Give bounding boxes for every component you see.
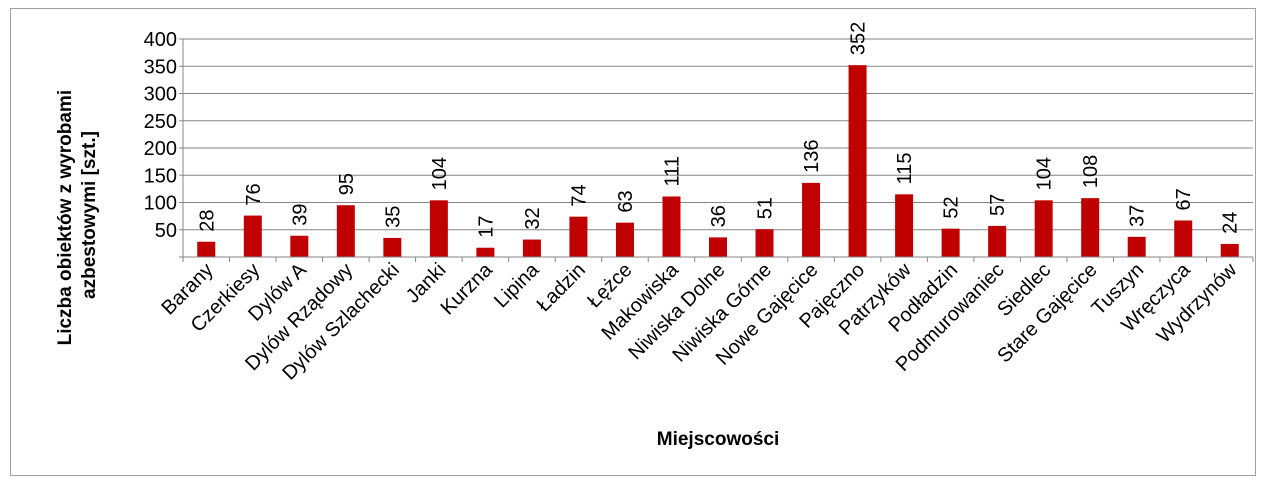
data-label-18: 104 (1034, 157, 1056, 190)
data-label-4: 35 (382, 206, 404, 228)
bar-7 (522, 239, 541, 257)
bar-12 (755, 229, 774, 257)
bar-8 (569, 216, 588, 257)
data-label-12: 51 (755, 197, 777, 219)
bar-2 (290, 235, 309, 257)
data-label-13: 136 (801, 140, 823, 173)
bar-6 (476, 247, 495, 257)
category-label-8: Ładzin (533, 259, 590, 316)
bar-1 (243, 215, 262, 257)
chart-frame: 50 100 150 200 250 300 350 400 28 76 39 95 35 104 17 3… (10, 8, 1256, 476)
y-tick-label-250: 250 (144, 111, 177, 133)
y-tick-label-100: 100 (144, 193, 177, 215)
bar-20 (1127, 236, 1146, 257)
category-label-6: Kurzna (437, 258, 498, 319)
data-label-10: 111 (661, 156, 683, 186)
y-tick-label-350: 350 (144, 56, 177, 78)
y-tick-label-300: 300 (144, 84, 177, 106)
y-tick-label-200: 200 (144, 138, 177, 160)
bar-17 (988, 225, 1007, 257)
data-label-6: 17 (475, 215, 497, 237)
bar-10 (662, 196, 681, 257)
bar-3 (336, 205, 355, 257)
data-label-19: 108 (1080, 155, 1102, 188)
data-label-20: 37 (1127, 205, 1149, 227)
y-tick-label-150: 150 (144, 165, 177, 187)
data-label-1: 76 (243, 183, 265, 205)
data-labels: 28 76 39 95 35 104 17 32 74 63 111 36 51 136 352 115 52 5… (196, 22, 1241, 238)
data-label-14: 352 (848, 22, 870, 55)
data-label-15: 115 (894, 152, 916, 184)
bar-21 (1174, 220, 1193, 257)
y-axis-title-line-2: azbestowymi [szt.] (79, 131, 100, 299)
y-tick-labels: 50 100 150 200 250 300 350 400 (144, 29, 177, 242)
y-axis-title-line-1: Liczba obiektów z wyrobami (55, 90, 76, 346)
x-axis-title: Miejscowości (657, 429, 780, 450)
axes (179, 38, 1254, 262)
bar-5 (429, 200, 448, 257)
gridlines (183, 38, 1253, 231)
bar-19 (1081, 198, 1100, 257)
data-label-8: 74 (568, 184, 590, 206)
bars (197, 65, 1239, 257)
data-label-2: 39 (289, 203, 311, 225)
data-label-9: 63 (615, 190, 637, 212)
bar-15 (895, 194, 914, 257)
data-label-22: 24 (1220, 212, 1242, 234)
bar-13 (802, 182, 821, 257)
data-label-16: 52 (941, 196, 963, 218)
bar-14 (848, 65, 867, 257)
data-label-0: 28 (196, 209, 218, 231)
data-label-7: 32 (522, 207, 544, 229)
bar-9 (615, 222, 634, 257)
data-label-5: 104 (429, 157, 451, 190)
data-label-3: 95 (336, 173, 358, 195)
data-label-11: 36 (708, 205, 730, 227)
bar-18 (1034, 200, 1053, 257)
y-tick-label-50: 50 (155, 220, 177, 242)
y-tick-label-400: 400 (144, 29, 177, 51)
bar-11 (709, 237, 727, 257)
data-label-17: 57 (987, 194, 1009, 216)
bar-0 (197, 241, 216, 257)
bar-22 (1220, 243, 1239, 257)
bar-16 (941, 228, 960, 257)
data-label-21: 67 (1173, 188, 1195, 210)
bar-4 (383, 237, 402, 257)
y-axis-title: Liczba obiektów z wyrobami azbestowymi [… (55, 85, 100, 346)
